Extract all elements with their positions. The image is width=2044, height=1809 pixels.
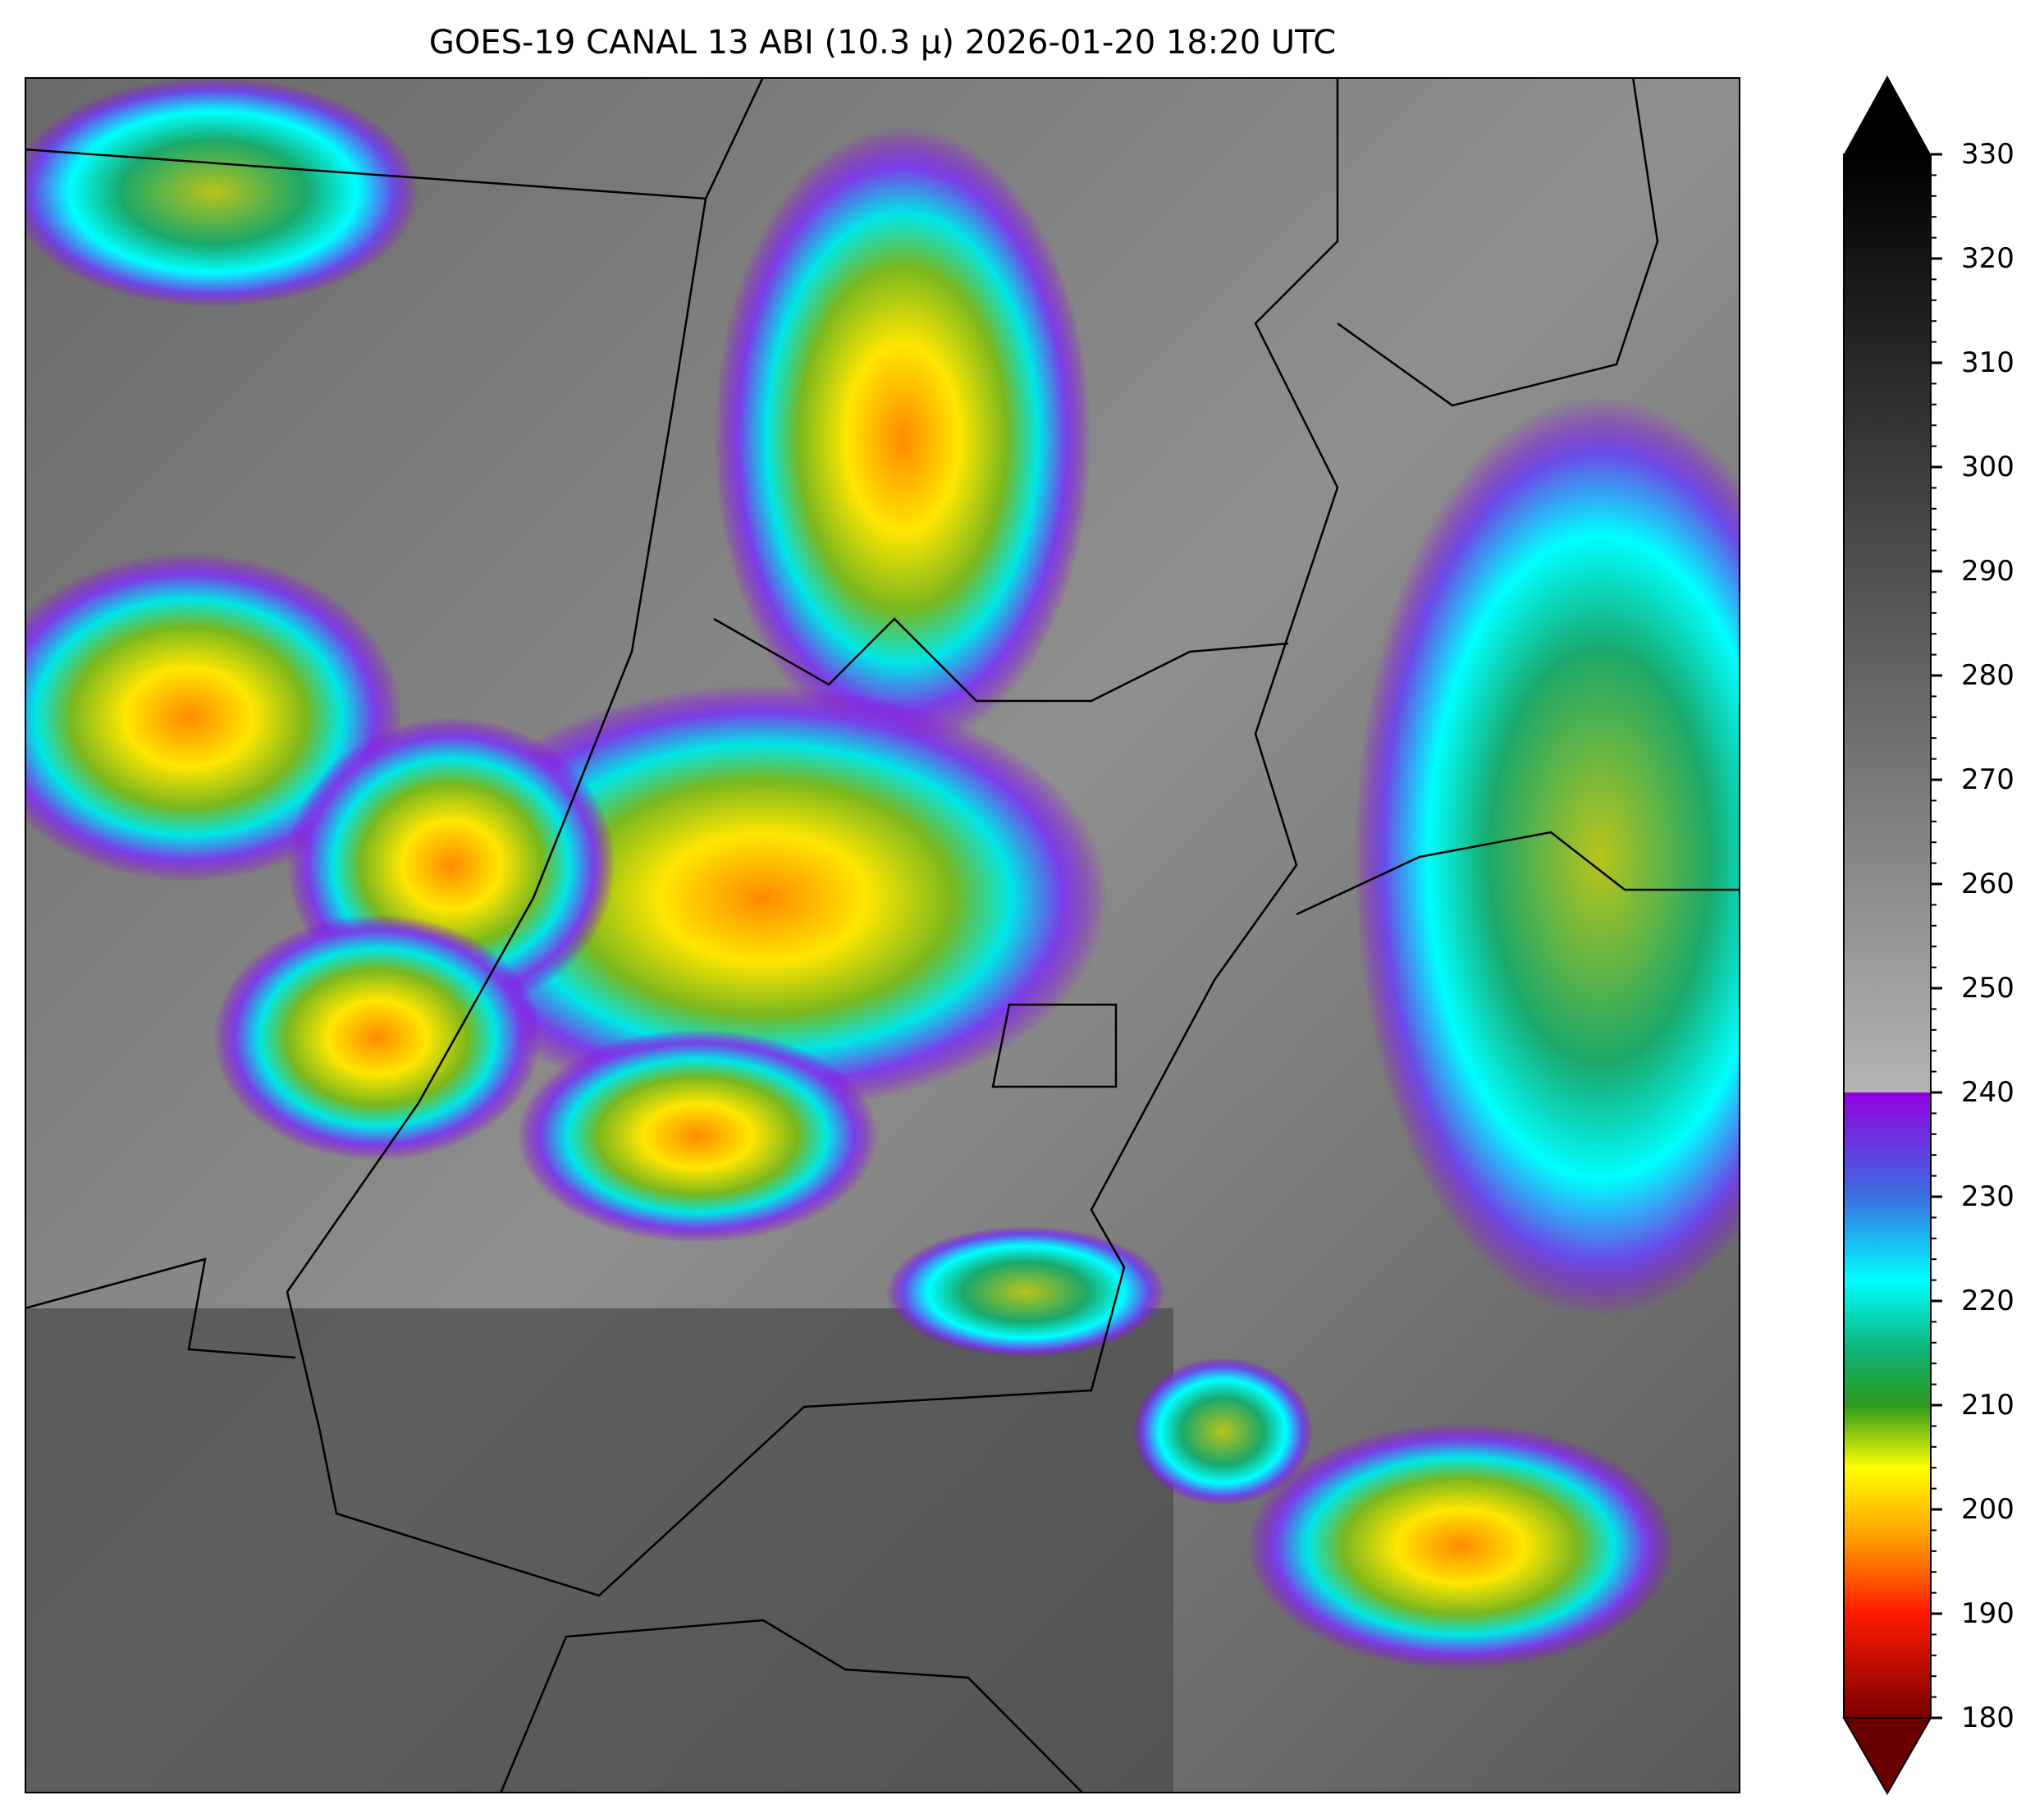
borders <box>25 77 1740 1793</box>
chart-title: GOES-19 CANAL 13 ABI (10.3 μ) 2026-01-20… <box>428 24 1337 62</box>
colorbar-tick-label: 220 <box>1961 1285 2014 1317</box>
colorbar-tick-label: 270 <box>1961 763 2014 796</box>
colorbar-tick-label: 180 <box>1961 1701 2014 1734</box>
colorbar <box>1842 76 1942 1796</box>
colorbar-tick-label: 250 <box>1961 972 2014 1005</box>
colorbar-ticks <box>1931 153 1942 1720</box>
colorbar-tick-label: 300 <box>1961 451 2014 483</box>
colorbar-tick-label: 260 <box>1961 868 2014 900</box>
colorbar-tick-label: 320 <box>1961 242 2014 275</box>
colorbar-tick-label: 280 <box>1961 659 2014 692</box>
satellite-image-map <box>25 77 1740 1793</box>
colorbar-gradient <box>1843 153 1932 1719</box>
colorbar-extend-max <box>1844 76 1931 154</box>
colorbar-tick-label: 310 <box>1961 346 2014 379</box>
colorbar-extend-min <box>1842 1717 1932 1796</box>
colorbar-tick-label: 240 <box>1961 1076 2014 1109</box>
colorbar-tick-label: 230 <box>1961 1180 2014 1213</box>
colorbar-tick-label: 330 <box>1961 138 2014 171</box>
colorbar-tick-label: 290 <box>1961 555 2014 588</box>
cloud-tops <box>25 77 1740 1669</box>
colorbar-tick-label: 210 <box>1961 1389 2014 1422</box>
colorbar-tick-label: 200 <box>1961 1493 2014 1526</box>
colorbar-tick-label: 190 <box>1961 1597 2014 1630</box>
